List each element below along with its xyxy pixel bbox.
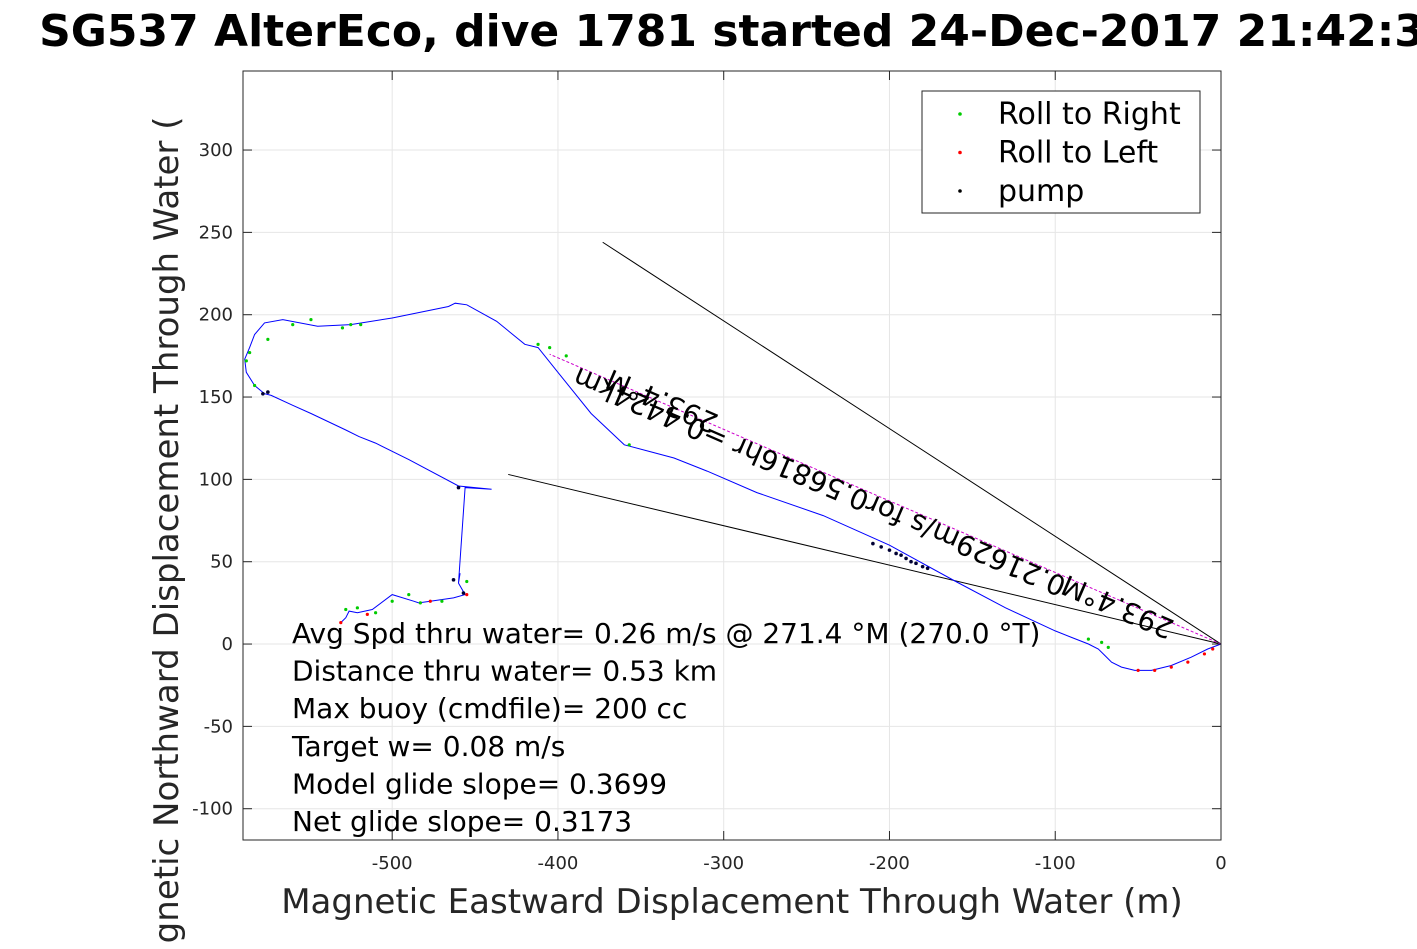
y-tick-label: 0 [222, 634, 233, 655]
pump-point [914, 561, 918, 566]
pump-point [909, 559, 913, 564]
x-tick-label: 0 [1215, 853, 1226, 874]
roll-left-point [1153, 668, 1157, 672]
roll-right-point [465, 579, 469, 584]
pump-point [894, 551, 898, 556]
y-axis-label: Magnetic Northward Displacement Through … [147, 117, 187, 945]
heading-line [549, 353, 1222, 645]
pump-point [456, 485, 461, 490]
legend-marker [958, 189, 962, 193]
roll-left-point [428, 599, 432, 603]
roll-left-point [1211, 647, 1215, 651]
pump-point [461, 591, 466, 595]
roll-right-point [266, 337, 270, 342]
pump-point [451, 578, 456, 582]
x-tick-label: -200 [869, 853, 910, 874]
roll-right-point [248, 350, 252, 355]
roll-right-point [344, 607, 348, 612]
reference-line [508, 473, 1222, 645]
y-tick-label: -50 [204, 716, 233, 737]
x-tick-label: -500 [372, 853, 413, 874]
y-tick-label: 250 [199, 222, 233, 243]
roll-right-point [418, 601, 422, 605]
pump-point [879, 545, 883, 549]
roll-right-point [536, 342, 540, 346]
roll-right-point [309, 318, 313, 322]
pump-point [871, 541, 875, 546]
roll-left-point [1136, 668, 1140, 672]
legend-label: Roll to Left [998, 136, 1158, 171]
roll-right-point [374, 611, 378, 615]
x-axis-ticks: -500 -400 -300 -200 -100 0 [372, 71, 1227, 874]
pump-point [266, 390, 270, 394]
legend-label: pump [998, 174, 1084, 209]
roll-right-point [340, 326, 345, 330]
pump-point [899, 553, 903, 557]
pump-point [887, 548, 892, 552]
roll-left-point [365, 612, 369, 617]
x-tick-label: -100 [1035, 853, 1076, 874]
y-tick-label: 100 [199, 469, 233, 490]
stats-line: Model glide slope= 0.3699 [292, 767, 667, 800]
roll-left-point [1186, 660, 1190, 664]
y-axis-ticks: -100 -50 0 50 100 150 200 250 300 [192, 140, 1221, 820]
reference-line [602, 241, 1222, 645]
roll-right-point [291, 322, 295, 327]
legend-label: Roll to Right [998, 97, 1181, 132]
roll-right-point [355, 606, 359, 610]
roll-right-point [564, 354, 568, 358]
stats-block: Avg Spd thru water= 0.26 m/s @ 271.4 °M … [291, 617, 1040, 838]
roll-right-point [407, 593, 411, 597]
roll-right-point [627, 443, 631, 447]
legend-marker [958, 150, 962, 155]
y-tick-label: 200 [199, 305, 233, 326]
x-tick-label: -400 [538, 853, 579, 874]
x-axis-label: Magnetic Eastward Displacement Through W… [281, 882, 1183, 922]
stats-line: Net glide slope= 0.3173 [292, 805, 632, 838]
reference-lines [508, 241, 1222, 645]
roll-right-point [359, 322, 363, 327]
track-line [244, 302, 1222, 671]
roll-right-point [1106, 645, 1110, 649]
points-layer [244, 318, 1215, 672]
legend-box [921, 90, 1201, 214]
roll-right-point [1086, 637, 1090, 641]
roll-right-point [349, 322, 353, 327]
pump-point [920, 564, 925, 569]
roll-right-point [253, 383, 257, 388]
x-tick-label: -300 [703, 853, 744, 874]
pump-point [261, 391, 265, 396]
roll-left-point [465, 593, 469, 597]
y-tick-label: 300 [199, 140, 233, 161]
stats-line: Avg Spd thru water= 0.26 m/s @ 271.4 °M … [292, 617, 1040, 650]
y-tick-label: 150 [199, 387, 233, 408]
roll-right-point [440, 599, 444, 603]
stats-line: Distance thru water= 0.53 km [292, 655, 717, 688]
plot-frame [242, 70, 1222, 841]
y-tick-label: 50 [210, 552, 233, 573]
roll-left-point [339, 621, 343, 625]
chart-title: SG537 AlterEco, dive 1781 started 24-Dec… [39, 6, 1417, 57]
y-tick-label: -100 [192, 799, 233, 820]
roll-left-point [1202, 652, 1207, 656]
pump-point [925, 566, 930, 571]
roll-right-point [548, 346, 552, 350]
pump-point [904, 556, 908, 561]
stats-line: Max buoy (cmdfile)= 200 cc [292, 692, 687, 725]
legend-marker [958, 112, 962, 116]
stats-line: Target w= 0.08 m/s [291, 730, 565, 763]
roll-left-point [1169, 665, 1173, 669]
track-layer [244, 302, 1222, 671]
roll-right-point [244, 359, 248, 363]
roll-right-point [390, 599, 394, 603]
roll-right-point [1100, 640, 1104, 644]
